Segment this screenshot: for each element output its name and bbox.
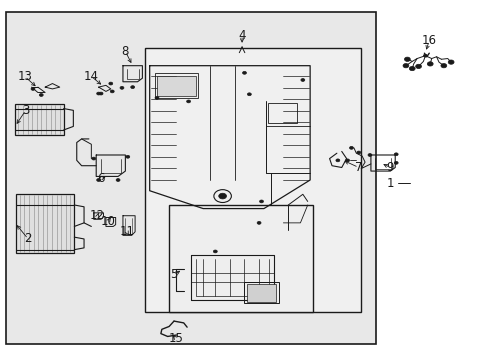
Circle shape — [39, 94, 43, 96]
Circle shape — [213, 250, 217, 253]
Bar — [15, 104, 63, 135]
Text: 14: 14 — [83, 70, 99, 83]
Circle shape — [116, 179, 120, 181]
Text: 12: 12 — [90, 209, 105, 222]
Bar — [157, 76, 196, 96]
Circle shape — [97, 92, 101, 95]
Circle shape — [415, 64, 421, 68]
Circle shape — [393, 161, 397, 164]
Circle shape — [300, 78, 304, 81]
Circle shape — [349, 147, 353, 149]
Text: 8: 8 — [122, 45, 129, 58]
Text: 7: 7 — [354, 161, 362, 174]
Text: 11: 11 — [119, 225, 134, 238]
Text: 15: 15 — [169, 333, 183, 346]
Circle shape — [247, 93, 251, 96]
Text: 5: 5 — [170, 268, 177, 281]
Circle shape — [393, 153, 397, 156]
Text: 16: 16 — [421, 34, 436, 47]
Text: 6: 6 — [97, 172, 104, 185]
Circle shape — [427, 62, 432, 66]
Circle shape — [404, 57, 409, 62]
Circle shape — [109, 82, 113, 85]
Circle shape — [259, 200, 263, 203]
Circle shape — [408, 66, 414, 71]
Text: 10: 10 — [101, 215, 116, 228]
Bar — [6, 12, 375, 344]
Bar — [244, 282, 278, 303]
Circle shape — [440, 64, 446, 68]
Bar — [169, 205, 312, 312]
Circle shape — [120, 86, 123, 89]
Circle shape — [257, 221, 261, 224]
Text: 1: 1 — [386, 177, 393, 190]
Bar — [154, 73, 198, 98]
Circle shape — [97, 179, 101, 181]
Bar — [246, 284, 276, 302]
Circle shape — [186, 100, 190, 103]
Circle shape — [402, 64, 408, 68]
Circle shape — [125, 156, 129, 158]
Circle shape — [423, 54, 427, 57]
Circle shape — [242, 71, 246, 74]
Circle shape — [367, 154, 371, 157]
Circle shape — [218, 193, 226, 199]
Circle shape — [130, 86, 134, 89]
Circle shape — [31, 87, 35, 90]
Circle shape — [155, 96, 159, 99]
Text: 2: 2 — [24, 233, 32, 246]
Text: 9: 9 — [386, 161, 393, 174]
Text: 3: 3 — [22, 104, 29, 117]
Circle shape — [110, 90, 114, 93]
Text: 13: 13 — [17, 70, 32, 83]
Circle shape — [447, 60, 453, 64]
Circle shape — [345, 159, 349, 162]
Circle shape — [356, 151, 360, 154]
Text: 4: 4 — [238, 29, 245, 42]
Bar — [144, 48, 361, 312]
Circle shape — [335, 159, 339, 162]
Bar — [16, 194, 74, 253]
Circle shape — [99, 92, 103, 95]
Bar — [267, 103, 296, 123]
Circle shape — [92, 157, 96, 160]
